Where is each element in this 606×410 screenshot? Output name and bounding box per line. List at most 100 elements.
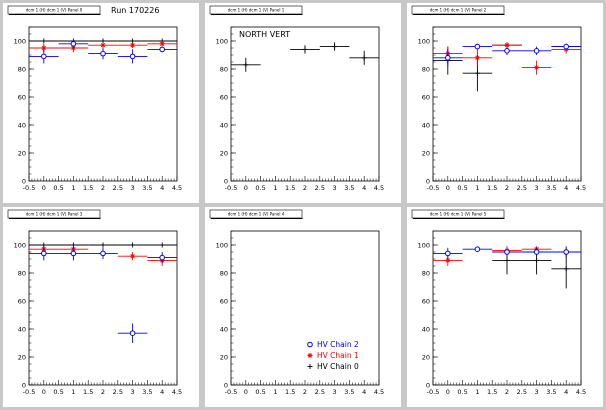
x-tick-label: 3.5 [546, 184, 556, 192]
x-tick-label: 1 [273, 388, 277, 396]
point-marker [243, 62, 249, 68]
y-tick-label: 0 [426, 381, 430, 389]
point-marker [504, 257, 510, 263]
y-tick-label: 80 [422, 269, 430, 277]
pad-title-text: dcm 1 (H) dcm 1 (V) Panel 4 [228, 212, 285, 217]
data-point [147, 41, 177, 47]
x-tick-label: 0 [42, 184, 46, 192]
y-tick-label: 80 [18, 65, 26, 73]
data-point [117, 242, 148, 248]
series-hv-chain-2 [29, 246, 177, 343]
x-tick-label: -0.5 [23, 388, 36, 396]
star-arm [534, 65, 539, 70]
x-tick-label: 3 [333, 388, 337, 396]
data-point [349, 50, 379, 65]
x-tick-label: 3 [535, 184, 539, 192]
y-tick-label: 80 [18, 269, 26, 277]
y-tick-label: 60 [422, 93, 430, 101]
y-tick-label: 40 [422, 325, 430, 333]
x-tick-label: 1.5 [83, 184, 93, 192]
x-tick-label: 0.5 [457, 388, 467, 396]
point-marker [130, 42, 136, 48]
x-tick-label: 3 [131, 388, 135, 396]
x-tick-label: 1.5 [285, 184, 295, 192]
x-tick-label: 4.5 [374, 388, 384, 396]
point-marker [100, 242, 106, 248]
point-marker [41, 250, 47, 257]
chart-svg: dcm 1 (H) dcm 1 (V) Panel 2-0.5 0 0.5 1 1.5 2… [411, 5, 586, 192]
x-tick-label: 1 [273, 184, 277, 192]
x-tick-label: 0 [446, 184, 450, 192]
x-tick-label: 1.5 [285, 388, 295, 396]
point-marker [474, 246, 481, 253]
data-point [117, 42, 148, 48]
data-point [88, 242, 118, 248]
pad-title-text: dcm 1 (H) dcm 1 (V) Panel 1 [228, 8, 285, 13]
y-tick-label: 0 [22, 381, 26, 389]
x-tick-label: 1.5 [487, 388, 497, 396]
x-tick-label: 2 [303, 388, 307, 396]
run-label: Run 170226 [111, 6, 159, 15]
x-tick-label: 2 [505, 388, 509, 396]
x-tick-label: 4.5 [576, 388, 586, 396]
point-marker [129, 53, 136, 60]
pad-title-text: dcm 1 (H) dcm 1 (V) Panel 3 [26, 212, 83, 217]
point-marker [534, 65, 540, 71]
y-tick-label: 20 [18, 149, 26, 157]
point-marker [504, 249, 510, 255]
pad-title-text: dcm 1 (H) dcm 1 (V) Panel 5 [430, 212, 487, 217]
x-tick-label: 2 [505, 184, 509, 192]
point-marker [302, 46, 308, 52]
chart-svg: dcm 1 (H) dcm 1 (V) Panel 1-0.5 0 0.5 1 1.5 2… [209, 5, 384, 192]
pad-title: dcm 1 (H) dcm 1 (V) Panel 3 [7, 209, 101, 219]
data-point [147, 252, 177, 264]
y-tick-label: 100 [14, 37, 26, 45]
x-tick-label: 3 [535, 388, 539, 396]
point-marker [534, 257, 540, 263]
series-hv-chain-0 [29, 242, 177, 248]
y-tick-label: 60 [18, 297, 26, 305]
data-point [29, 38, 59, 44]
data-point [231, 57, 261, 72]
point-marker [361, 55, 367, 61]
y-tick-label: 100 [418, 37, 430, 45]
point-marker [159, 46, 165, 53]
data-point [117, 252, 148, 261]
chart-pad-5: dcm 1 (H) dcm 1 (V) Panel 5 -0.5 0 0.5 1 1.5 2… [407, 207, 603, 407]
data-point [58, 39, 89, 48]
data-point [319, 42, 350, 51]
series-hv-chain-1 [29, 41, 177, 53]
point-marker [100, 250, 106, 257]
point-marker [445, 55, 451, 61]
x-tick-label: 4 [160, 184, 164, 192]
y-tick-label: 80 [220, 65, 228, 73]
x-tick-label: 1 [475, 388, 479, 396]
data-point [117, 49, 148, 64]
chart-pad-3: dcm 1 (H) dcm 1 (V) Panel 3 -0.5 0 0.5 1 1.5 2… [3, 207, 199, 407]
series-hv-chain-0 [29, 38, 177, 44]
legend-marker [307, 364, 313, 369]
point-marker [474, 55, 480, 61]
point-marker [159, 41, 165, 47]
x-tick-label: 4 [160, 388, 164, 396]
legend-item: HV Chain 0 [307, 362, 359, 371]
y-tick-label: 20 [422, 149, 430, 157]
y-tick-label: 20 [18, 353, 26, 361]
pad-title-text: dcm 1 (H) dcm 1 (V) Panel 0 [26, 8, 83, 13]
series-hv-chain-0 [231, 42, 379, 72]
star-arm [307, 353, 313, 358]
x-tick-label: 0.5 [255, 184, 265, 192]
x-tick-label: -0.5 [427, 184, 440, 192]
chart-pad-4: dcm 1 (H) dcm 1 (V) Panel 4 -0.5 0 0.5 1 1.5 2… [205, 207, 401, 407]
data-point [147, 242, 177, 248]
x-tick-label: 3.5 [344, 388, 354, 396]
x-tick-label: 0.5 [53, 388, 63, 396]
y-tick-label: 60 [220, 93, 228, 101]
x-tick-label: 0.5 [255, 388, 265, 396]
x-tick-label: 3.5 [546, 388, 556, 396]
point-marker [445, 250, 451, 257]
data-point [29, 49, 59, 64]
x-tick-label: 2.5 [517, 184, 527, 192]
x-tick-label: 2 [101, 184, 105, 192]
x-tick-label: 1 [71, 388, 75, 396]
